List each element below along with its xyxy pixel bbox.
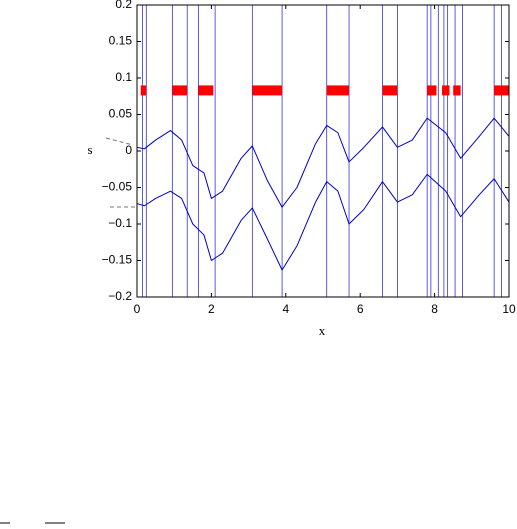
x-axis-label: x — [319, 323, 326, 338]
band — [140, 85, 147, 96]
y-tick-label: 0.1 — [115, 70, 132, 84]
y-axis-label: s — [87, 142, 92, 157]
y-tick-label: −0.05 — [102, 180, 133, 194]
x-tick-label: 0 — [134, 302, 141, 316]
band — [427, 85, 437, 96]
x-tick-label: 6 — [357, 302, 364, 316]
y-tick-label: −0.15 — [102, 253, 133, 267]
band — [198, 85, 214, 96]
band — [442, 85, 450, 96]
y-tick-label: −0.2 — [108, 289, 132, 303]
y-tick-label: −0.1 — [108, 216, 132, 230]
series-line — [136, 117, 510, 208]
band — [382, 85, 398, 96]
x-tick-label: 2 — [208, 302, 215, 316]
series-line — [136, 173, 510, 271]
y-tick-label: 0.2 — [115, 0, 132, 11]
band — [172, 85, 188, 96]
band — [494, 85, 509, 96]
y-tick-label: 0.15 — [109, 34, 133, 48]
y-tick-label: 0 — [125, 143, 132, 157]
x-tick-label: 10 — [502, 302, 516, 316]
y-tick-label: 0.05 — [109, 107, 133, 121]
x-tick-label: 4 — [282, 302, 289, 316]
band — [453, 85, 461, 96]
band — [252, 85, 283, 96]
x-tick-label: 8 — [431, 302, 438, 316]
band — [326, 85, 350, 96]
pointer — [105, 137, 134, 146]
